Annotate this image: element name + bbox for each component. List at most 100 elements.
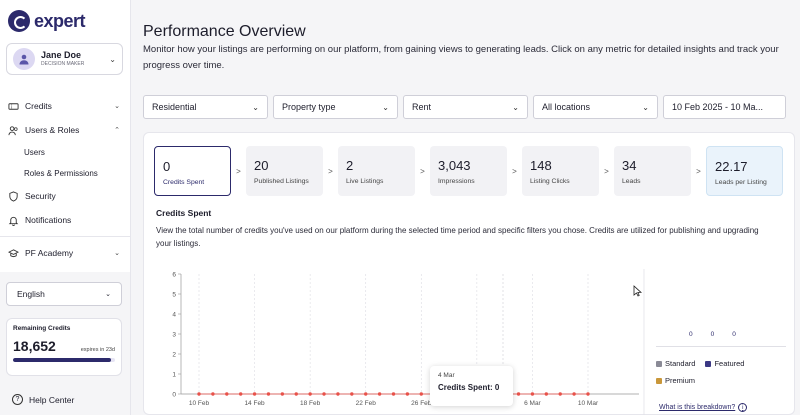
info-icon: i [738, 403, 748, 412]
user-switcher[interactable]: Jane Doe DECISION MAKER ⌄ [6, 43, 123, 75]
data-point [280, 392, 285, 396]
filter-dropdown[interactable]: 10 Feb 2025 - 10 Ma... [663, 95, 786, 119]
metric-value: 148 [530, 158, 552, 173]
y-tick-label: 5 [172, 292, 176, 299]
x-tick-label: 22 Feb [356, 400, 377, 407]
metric-value: 22.17 [715, 159, 748, 174]
help-center-link[interactable]: ? Help Center [12, 394, 74, 405]
sidebar-item-users-roles[interactable]: Users & Roles ⌃ [0, 118, 130, 142]
credits-progress-bar [13, 358, 115, 362]
sidebar-item-label: Users & Roles [25, 125, 80, 135]
metric-value: 0 [163, 159, 171, 174]
sidebar-item-notifications[interactable]: Notifications [0, 208, 130, 232]
sidebar-item-label: PF Academy [25, 248, 74, 258]
metric-card[interactable]: 2 Live Listings [338, 146, 415, 196]
sidebar-item-label: Notifications [25, 215, 72, 225]
sidebar-item-pf-academy[interactable]: PF Academy ⌄ [0, 241, 130, 265]
x-tick-label: 14 Feb [244, 400, 265, 407]
data-point [294, 392, 298, 396]
chevron-down-icon: ⌄ [109, 54, 116, 64]
metric-card[interactable]: 22.17 Leads per Listing [706, 146, 783, 196]
filter-dropdown[interactable]: Rent ⌄ [403, 95, 528, 119]
arrow-icon: > [420, 166, 425, 176]
x-tick-label: 26 Feb [411, 400, 432, 407]
legend-item: Premium [656, 376, 695, 385]
filter-bar: Residential ⌄ Property type ⌄ Rent ⌄ All locat… [143, 95, 786, 119]
legend-count-featured: 0 [710, 331, 715, 338]
sidebar: expert Jane Doe DECISION MAKER ⌄ Credits… [0, 0, 131, 415]
metric-card[interactable]: 34 Leads [614, 146, 691, 196]
x-tick-label: 18 Feb [300, 400, 321, 407]
data-point [572, 392, 576, 396]
language-value: English [17, 289, 45, 299]
metric-label: Impressions [438, 178, 475, 185]
y-tick-label: 2 [172, 352, 176, 359]
legend-swatch [705, 360, 712, 367]
language-select[interactable]: English ⌄ [6, 282, 122, 306]
sidebar-item-roles-permissions[interactable]: Roles & Permissions [24, 169, 98, 178]
divider [0, 236, 130, 237]
tooltip-value: Credits Spent: 0 [438, 383, 500, 392]
chart-tooltip: 4 Mar Credits Spent: 0 [430, 366, 513, 406]
metric-value: 3,043 [438, 158, 471, 173]
ticket-icon [8, 102, 19, 110]
metric-value: 34 [622, 158, 637, 173]
data-point [405, 392, 410, 396]
metric-card[interactable]: 148 Listing Clicks [522, 146, 599, 196]
legend-count-premium: 0 [732, 331, 736, 338]
section-description: View the total number of credits you've … [156, 226, 759, 248]
avatar [13, 48, 35, 70]
metric-label: Published Listings [254, 178, 309, 185]
chart-legend: 0 0 0 Standard Featured Premium [656, 331, 786, 385]
x-tick-label: 6 Mar [524, 400, 541, 407]
data-point [322, 392, 326, 396]
breakdown-link[interactable]: What is this breakdown? i [659, 403, 748, 412]
filter-value: Property type [282, 102, 336, 112]
bell-icon [8, 216, 19, 226]
page-title: Performance Overview [143, 23, 306, 40]
data-point [225, 392, 229, 396]
arrow-icon: > [512, 166, 517, 176]
metric-card[interactable]: 3,043 Impressions [430, 146, 507, 196]
chevron-down-icon: ⌄ [512, 102, 519, 112]
metric-label: Leads per Listing [715, 179, 767, 186]
user-name: Jane Doe [41, 50, 82, 60]
metrics-row: 0 Credits Spent >20 Published Listings >2 Liv… [154, 146, 783, 196]
user-role: DECISION MAKER [41, 61, 85, 67]
credits-expiry: expires in 23d [80, 347, 115, 353]
filter-value: 10 Feb 2025 - 10 Ma... [672, 102, 764, 112]
logo[interactable]: expert [8, 10, 86, 32]
data-point [252, 392, 257, 396]
sidebar-item-users[interactable]: Users [24, 148, 45, 157]
data-point [350, 392, 354, 396]
data-point [391, 392, 396, 396]
chevron-down-icon: ⌄ [114, 103, 120, 110]
sidebar-item-security[interactable]: Security [0, 184, 130, 208]
filter-dropdown[interactable]: Property type ⌄ [273, 95, 398, 119]
sidebar-nav: Credits ⌄ Users & Roles ⌃ Users Roles & … [0, 94, 130, 265]
chevron-down-icon: ⌄ [252, 102, 259, 112]
section-title: Credits Spent [156, 208, 212, 218]
data-point [211, 392, 215, 396]
legend-item: Standard [656, 359, 695, 368]
metric-label: Live Listings [346, 178, 384, 185]
filter-value: Residential [152, 102, 197, 112]
legend-label: Featured [714, 359, 745, 368]
y-tick-label: 4 [172, 312, 176, 319]
data-point [266, 392, 271, 396]
arrow-icon: > [236, 166, 241, 176]
filter-dropdown[interactable]: Residential ⌄ [143, 95, 268, 119]
y-tick-label: 1 [172, 372, 176, 379]
data-point [238, 392, 243, 396]
sidebar-item-credits[interactable]: Credits ⌄ [0, 94, 130, 118]
metric-card[interactable]: 0 Credits Spent [154, 146, 231, 196]
users-icon [8, 125, 18, 135]
metric-card[interactable]: 20 Published Listings [246, 146, 323, 196]
chevron-down-icon: ⌄ [114, 250, 120, 257]
credits-value: 18,652 [13, 338, 56, 354]
filter-dropdown[interactable]: All locations ⌄ [533, 95, 658, 119]
logo-text: expert [34, 10, 86, 31]
user-avatar-icon [19, 54, 29, 65]
help-center-label: Help Center [29, 394, 75, 405]
